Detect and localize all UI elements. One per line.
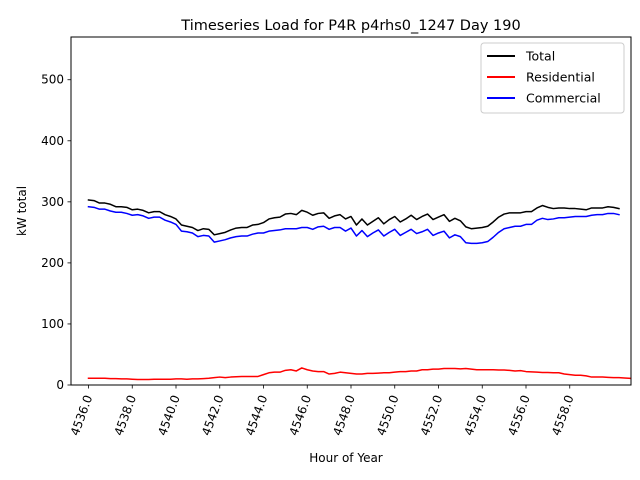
- legend: Total Residential Commercial: [480, 42, 625, 114]
- legend-frame: [480, 42, 625, 114]
- legend-label-residential: Residential: [526, 70, 595, 85]
- y-tick-label: 300: [41, 195, 64, 209]
- legend-label-total: Total: [525, 49, 555, 64]
- y-axis-label: kW total: [15, 186, 29, 236]
- y-axis: 0 100 200 300 400 500: [41, 73, 71, 392]
- x-axis-label: Hour of Year: [309, 451, 383, 465]
- y-tick-label: 0: [56, 378, 64, 392]
- series-line-total: [87, 199, 620, 236]
- legend-label-commercial: Commercial: [526, 91, 601, 106]
- y-tick-label: 500: [41, 73, 64, 87]
- y-tick-label: 100: [41, 317, 64, 331]
- series-line-commercial: [87, 205, 620, 245]
- y-tick-label: 400: [41, 134, 64, 148]
- y-tick-label: 200: [41, 256, 64, 270]
- series-line-residential: [87, 367, 631, 381]
- series-layer: [87, 199, 631, 381]
- chart-title: Timeseries Load for P4R p4rhs0_1247 Day …: [180, 18, 520, 34]
